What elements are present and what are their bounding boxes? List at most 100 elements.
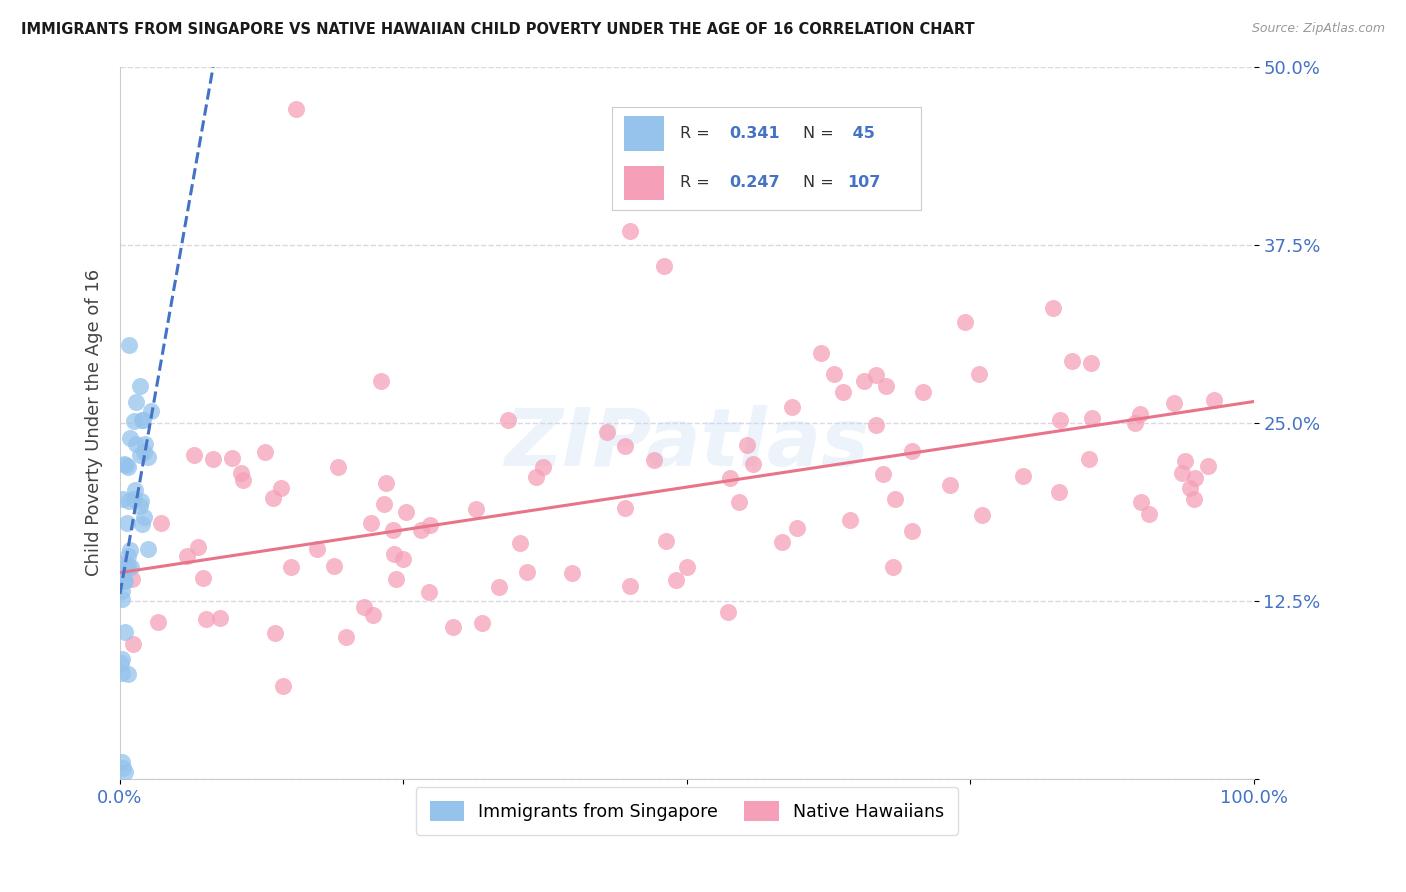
Point — [112, 457, 135, 471]
Y-axis label: Child Poverty Under the Age of 16: Child Poverty Under the Age of 16 — [86, 269, 103, 576]
Text: IMMIGRANTS FROM SINGAPORE VS NATIVE HAWAIIAN CHILD POVERTY UNDER THE AGE OF 16 C: IMMIGRANTS FROM SINGAPORE VS NATIVE HAWA… — [21, 22, 974, 37]
Point — [128, 448, 150, 462]
Point — [524, 470, 547, 484]
Text: N =: N = — [803, 176, 839, 191]
Point — [326, 460, 349, 475]
Point — [114, 458, 136, 473]
Point — [117, 460, 139, 475]
Point — [1170, 466, 1192, 480]
Point — [832, 385, 855, 400]
Point — [115, 516, 138, 530]
Point — [121, 573, 143, 587]
Point — [110, 566, 132, 580]
Point — [1062, 354, 1084, 368]
Point — [335, 631, 357, 645]
Point — [810, 346, 832, 360]
Point — [1047, 484, 1070, 499]
Point — [418, 584, 440, 599]
Point — [1197, 458, 1219, 473]
Point — [120, 543, 142, 558]
Point — [1081, 410, 1104, 425]
Point — [136, 542, 159, 557]
Point — [134, 437, 156, 451]
Point — [307, 541, 329, 556]
Point — [509, 536, 531, 550]
Point — [613, 439, 636, 453]
Point — [1182, 492, 1205, 507]
Point — [284, 103, 307, 117]
Point — [132, 412, 155, 426]
Point — [395, 504, 418, 518]
Point — [229, 467, 252, 481]
Point — [111, 651, 134, 665]
Point — [561, 566, 583, 580]
Point — [1123, 416, 1146, 430]
FancyBboxPatch shape — [624, 116, 664, 151]
Point — [370, 374, 392, 388]
Point — [150, 516, 173, 531]
Point — [125, 437, 148, 451]
Text: 107: 107 — [846, 176, 880, 191]
Point — [770, 534, 793, 549]
Point — [254, 444, 277, 458]
Point — [742, 457, 765, 471]
Point — [114, 574, 136, 589]
Point — [117, 666, 139, 681]
Point — [117, 558, 139, 573]
Point — [122, 414, 145, 428]
Point — [128, 379, 150, 393]
Point — [488, 580, 510, 594]
Point — [782, 400, 804, 414]
Point — [363, 607, 385, 622]
Point — [409, 524, 432, 538]
Point — [516, 566, 538, 580]
Point — [865, 417, 887, 432]
Point — [209, 611, 232, 625]
Point — [374, 476, 396, 491]
Point — [967, 367, 990, 381]
Point — [280, 560, 302, 574]
Point — [901, 444, 924, 458]
Point — [128, 499, 150, 513]
Point — [221, 450, 243, 465]
Point — [643, 452, 665, 467]
Point — [112, 761, 135, 775]
Text: N =: N = — [803, 126, 839, 141]
Point — [124, 483, 146, 497]
Point — [839, 513, 862, 527]
Text: 0.341: 0.341 — [730, 126, 780, 141]
Point — [382, 524, 405, 538]
Point — [664, 573, 686, 587]
Point — [619, 578, 641, 592]
Point — [955, 315, 977, 329]
Point — [270, 481, 292, 495]
Point — [939, 478, 962, 492]
Point — [176, 549, 198, 563]
Point — [823, 367, 845, 381]
Point — [1174, 454, 1197, 468]
Point — [186, 541, 208, 555]
Text: 45: 45 — [846, 126, 875, 141]
Point — [441, 620, 464, 634]
Point — [655, 533, 678, 548]
Point — [120, 560, 142, 574]
Point — [853, 374, 876, 388]
Text: ZIPatlas: ZIPatlas — [505, 405, 869, 483]
Point — [129, 494, 152, 508]
Point — [132, 510, 155, 524]
Point — [865, 368, 887, 383]
Point — [717, 605, 740, 619]
Point — [131, 516, 153, 531]
Point — [496, 413, 519, 427]
Point — [120, 431, 142, 445]
Point — [111, 592, 134, 607]
Point — [1078, 452, 1101, 467]
Point — [322, 559, 344, 574]
Point — [183, 448, 205, 462]
Point — [789, 173, 811, 187]
FancyBboxPatch shape — [624, 166, 664, 201]
Point — [385, 572, 408, 586]
Text: R =: R = — [679, 126, 714, 141]
Point — [1178, 481, 1201, 495]
Point — [114, 765, 136, 780]
